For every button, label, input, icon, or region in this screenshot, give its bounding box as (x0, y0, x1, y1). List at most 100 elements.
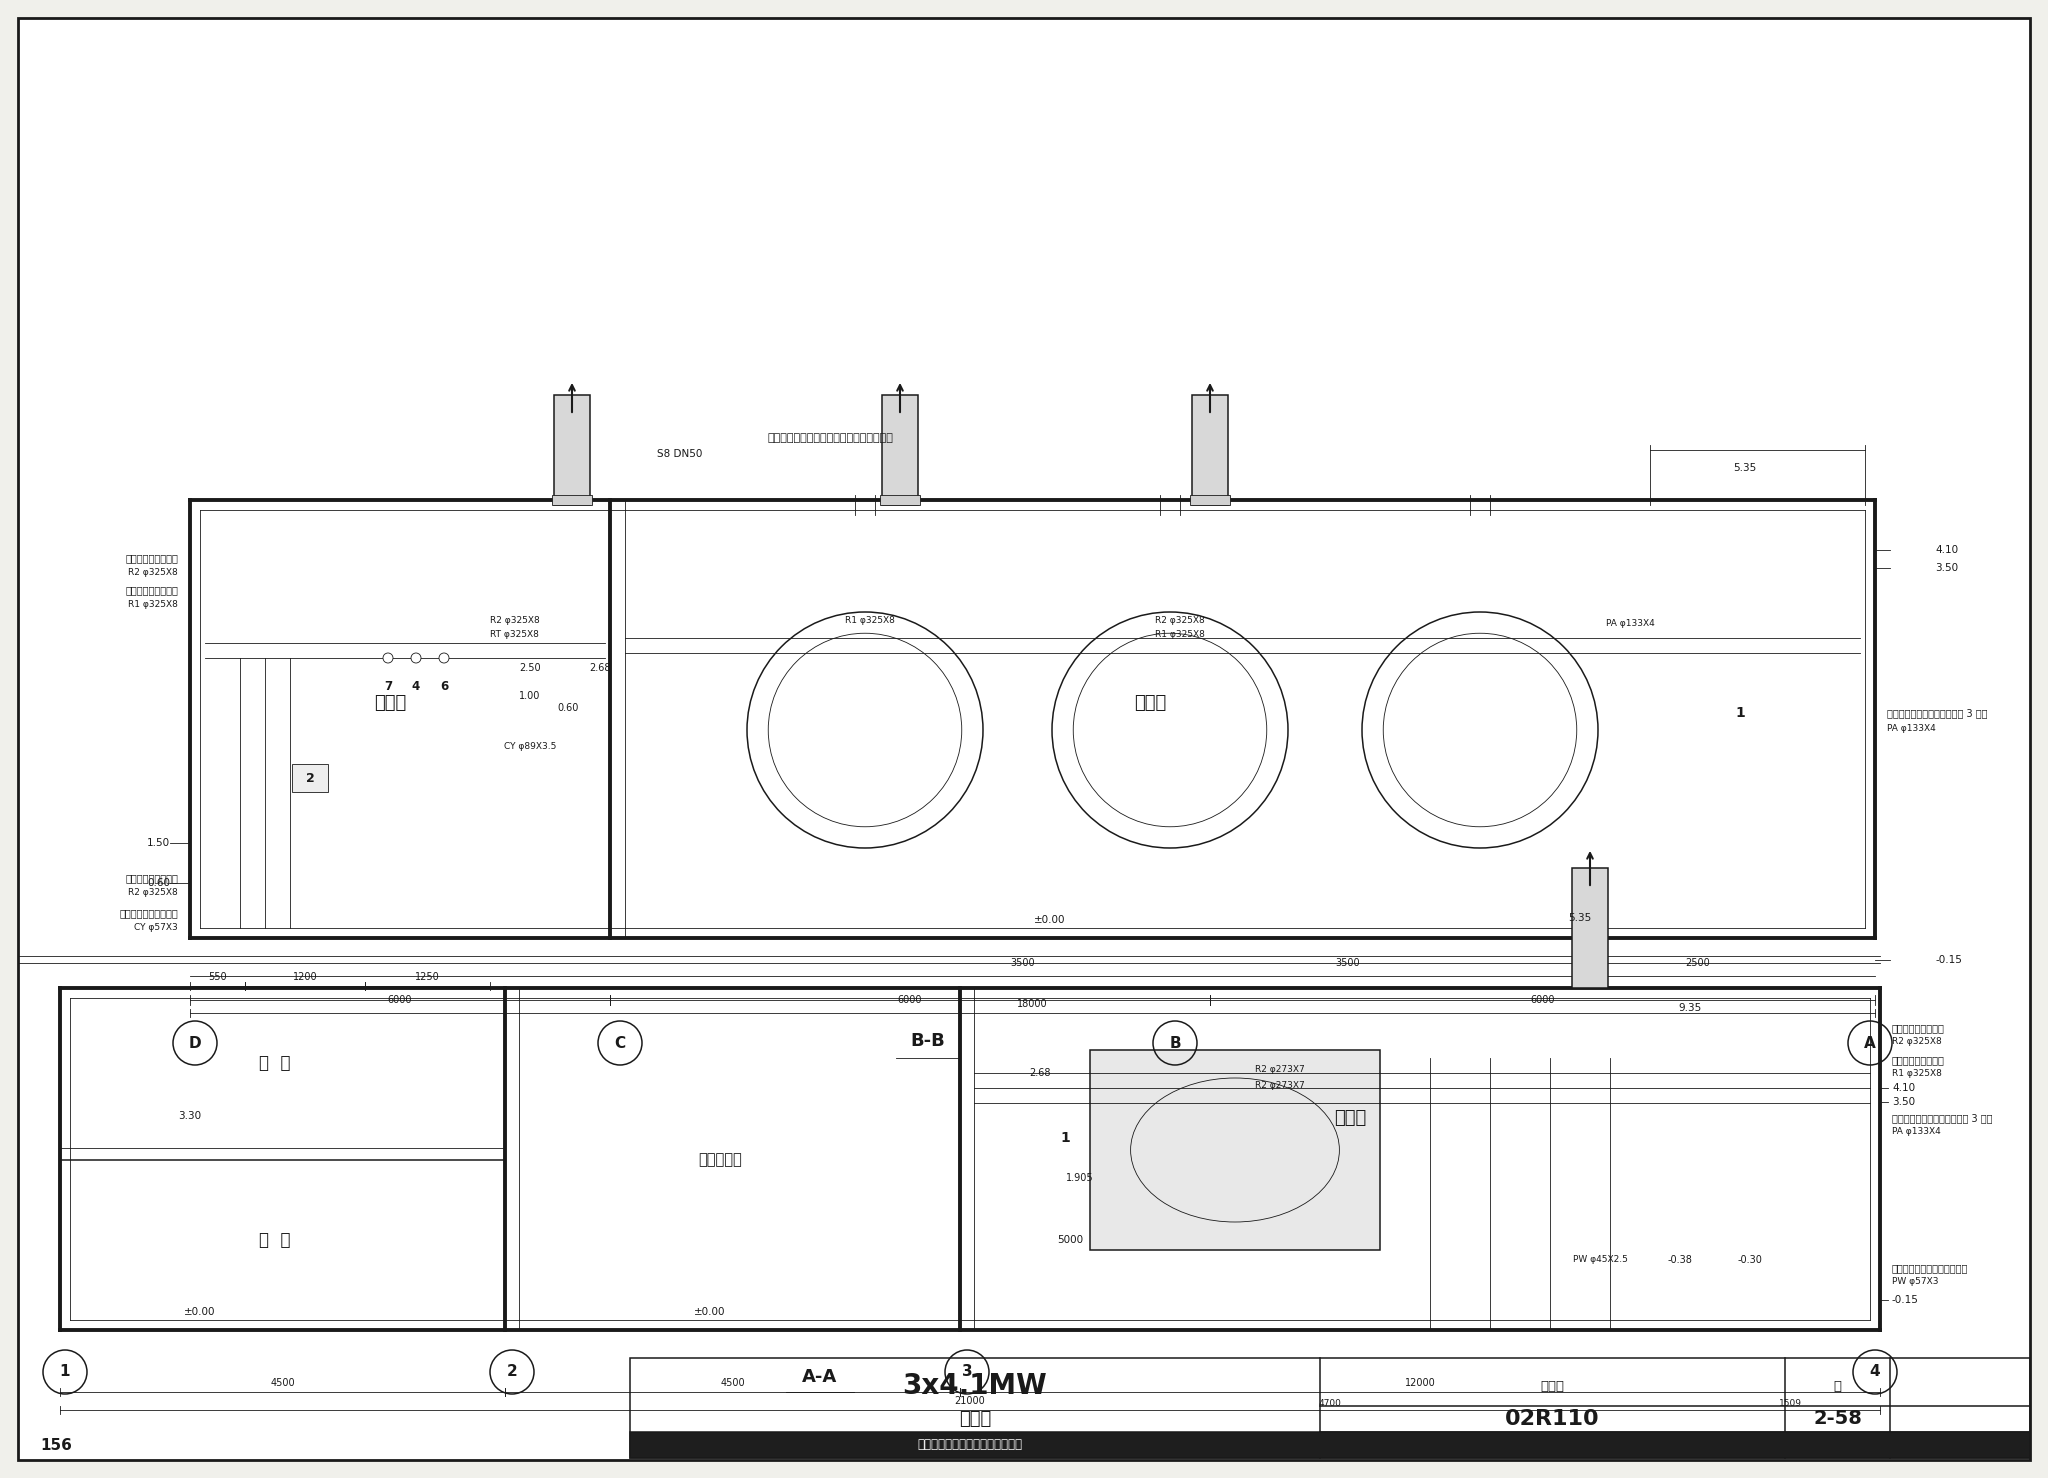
Text: 页: 页 (1833, 1379, 1841, 1392)
Text: 550: 550 (209, 973, 227, 981)
Text: 热网回水管来自外网: 热网回水管来自外网 (125, 873, 178, 882)
Text: -0.38: -0.38 (1667, 1255, 1692, 1265)
Text: 1.00: 1.00 (520, 692, 541, 701)
Text: -0.15: -0.15 (1892, 1295, 1919, 1305)
Text: 1.905: 1.905 (1067, 1174, 1094, 1182)
Text: 2: 2 (506, 1364, 518, 1379)
Text: R2 φ325X8: R2 φ325X8 (1155, 615, 1204, 625)
Text: ±0.00: ±0.00 (694, 1307, 725, 1317)
Text: 锅炉排污总管接至市政排水管: 锅炉排污总管接至市政排水管 (1892, 1264, 1968, 1273)
Text: C: C (614, 1036, 625, 1051)
Text: R1 φ325X8: R1 φ325X8 (1892, 1070, 1942, 1079)
Text: 156: 156 (41, 1438, 72, 1453)
Text: R2 φ325X8: R2 φ325X8 (129, 568, 178, 576)
Text: 1: 1 (59, 1364, 70, 1379)
Text: 4: 4 (412, 680, 420, 693)
Text: 4500: 4500 (270, 1377, 295, 1388)
Text: 热网回水管来自外网: 热网回水管来自外网 (1892, 1023, 1946, 1033)
Text: 18000: 18000 (1018, 999, 1049, 1009)
Text: 5000: 5000 (1057, 1236, 1083, 1244)
Text: R1 φ325X8: R1 φ325X8 (846, 615, 895, 625)
Text: RT φ325X8: RT φ325X8 (489, 630, 539, 638)
Text: 4500: 4500 (721, 1377, 745, 1388)
Text: -0.15: -0.15 (1935, 955, 1962, 965)
Text: 热网供水管接至外网: 热网供水管接至外网 (1892, 1055, 1946, 1066)
Text: 除氧水管接至补给水泵: 除氧水管接至补给水泵 (119, 907, 178, 918)
Text: 2.68: 2.68 (590, 664, 610, 672)
Text: PA φ133X4: PA φ133X4 (1886, 724, 1935, 733)
Text: 2-58: 2-58 (1812, 1410, 1862, 1429)
Text: R1 φ325X8: R1 φ325X8 (129, 600, 178, 609)
Text: PW φ45X2.5: PW φ45X2.5 (1573, 1255, 1628, 1265)
Text: 3500: 3500 (1010, 958, 1034, 968)
Text: 4.10: 4.10 (1892, 1083, 1915, 1094)
Text: 锅炉安全阀排水接至室外（共 3 根）: 锅炉安全阀排水接至室外（共 3 根） (1886, 708, 1987, 718)
Bar (1192, 395, 1229, 505)
Text: PA φ133X4: PA φ133X4 (1606, 618, 1655, 628)
Text: 3.50: 3.50 (1892, 1097, 1915, 1107)
Text: 12000: 12000 (1405, 1377, 1436, 1388)
Text: 1250: 1250 (416, 973, 440, 981)
Text: 6: 6 (440, 680, 449, 693)
Bar (1190, 495, 1231, 505)
Bar (293, 764, 328, 792)
Bar (1573, 868, 1608, 987)
Text: 6000: 6000 (897, 995, 922, 1005)
Text: PA φ133X4: PA φ133X4 (1892, 1128, 1942, 1137)
Text: 9.35: 9.35 (1679, 1004, 1702, 1012)
Bar (631, 1432, 2030, 1457)
Text: 3: 3 (963, 1364, 973, 1379)
Text: CY φ57X3: CY φ57X3 (135, 922, 178, 931)
Text: R2 φ325X8: R2 φ325X8 (489, 615, 541, 625)
Text: 剪视图: 剪视图 (958, 1410, 991, 1428)
Text: 3.50: 3.50 (1935, 563, 1958, 573)
Text: 7: 7 (383, 680, 391, 693)
Text: 辅助间: 辅助间 (375, 695, 406, 712)
Bar (553, 495, 592, 505)
Text: 1509: 1509 (1778, 1400, 1802, 1409)
Text: 1200: 1200 (293, 973, 317, 981)
Text: 2.50: 2.50 (520, 664, 541, 672)
Text: ±0.00: ±0.00 (1034, 915, 1065, 925)
Text: 仪表控制室: 仪表控制室 (698, 1153, 741, 1168)
Text: 6000: 6000 (387, 995, 412, 1005)
Text: CY φ89X3.5: CY φ89X3.5 (504, 742, 557, 751)
Text: 热网回水管接至锅炉: 热网回水管接至锅炉 (125, 553, 178, 563)
Text: 4: 4 (1870, 1364, 1880, 1379)
Text: 2.68: 2.68 (1030, 1069, 1051, 1077)
Text: 全自动软水器软化水接至除氧软化组合水笱: 全自动软水器软化水接至除氧软化组合水笱 (768, 433, 893, 443)
Bar (555, 395, 590, 505)
Text: 审核李子林校对孙宏山设计王海涛: 审核李子林校对孙宏山设计王海涛 (918, 1438, 1022, 1451)
Text: 4.10: 4.10 (1935, 545, 1958, 556)
Text: 锅炉间: 锅炉间 (1135, 695, 1165, 712)
Bar (631, 1358, 2030, 1457)
Text: 办  公: 办 公 (260, 1231, 291, 1249)
Text: 3.30: 3.30 (178, 1111, 201, 1120)
Text: 5.35: 5.35 (1733, 463, 1757, 473)
Text: B: B (1169, 1036, 1182, 1051)
Text: R2 φ273X7: R2 φ273X7 (1255, 1080, 1305, 1089)
Text: 0.60: 0.60 (557, 704, 580, 712)
Text: B-B: B-B (909, 1032, 944, 1049)
Text: PW φ57X3: PW φ57X3 (1892, 1277, 1939, 1286)
Text: 02R110: 02R110 (1505, 1409, 1599, 1429)
Text: -0.30: -0.30 (1737, 1255, 1763, 1265)
Circle shape (383, 653, 393, 664)
Bar (1090, 1049, 1380, 1250)
Text: 5.35: 5.35 (1569, 913, 1591, 922)
Text: R2 φ325X8: R2 φ325X8 (129, 887, 178, 897)
Circle shape (438, 653, 449, 664)
Text: R2 φ325X8: R2 φ325X8 (1892, 1038, 1942, 1046)
Text: ±0.00: ±0.00 (184, 1307, 215, 1317)
Text: A: A (1864, 1036, 1876, 1051)
Text: 3500: 3500 (1335, 958, 1360, 968)
Text: 1: 1 (1735, 706, 1745, 720)
Text: 6000: 6000 (1530, 995, 1554, 1005)
Text: 图集号: 图集号 (1540, 1379, 1565, 1392)
Text: 21000: 21000 (954, 1397, 985, 1406)
Bar (881, 495, 920, 505)
Text: S8 DN50: S8 DN50 (657, 449, 702, 460)
Circle shape (412, 653, 422, 664)
Text: R2 φ273X7: R2 φ273X7 (1255, 1066, 1305, 1075)
Bar (883, 395, 918, 505)
